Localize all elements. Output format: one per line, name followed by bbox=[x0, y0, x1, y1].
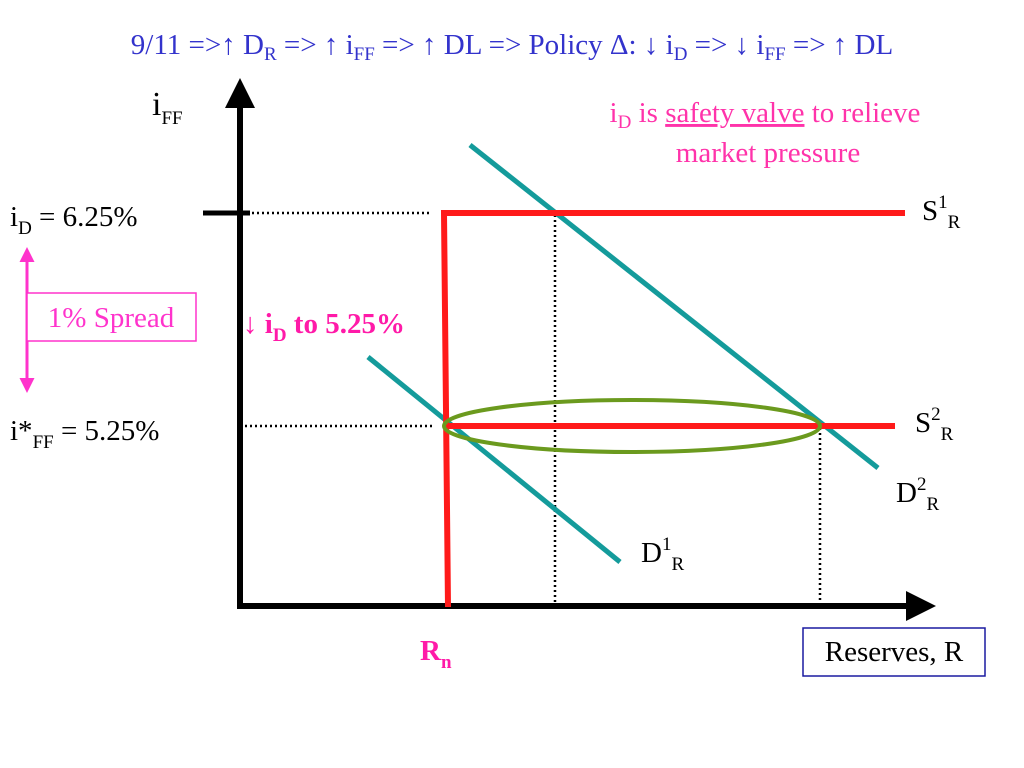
text-part: D bbox=[896, 477, 917, 509]
text-part: D bbox=[618, 112, 632, 133]
policy-label: ↓ iD to 5.25% bbox=[243, 308, 405, 346]
reserves-label: Rn bbox=[420, 635, 452, 673]
text-part: D bbox=[273, 325, 287, 346]
text-part: D bbox=[18, 218, 32, 239]
text-part: FF bbox=[354, 44, 375, 65]
text-part: n bbox=[441, 652, 452, 673]
target-rate-label: i*FF = 5.25% bbox=[10, 415, 159, 453]
text-part: FF bbox=[161, 108, 182, 129]
text-part: 9/11 => bbox=[131, 29, 221, 61]
text-part: FF bbox=[33, 432, 54, 453]
spread-box bbox=[26, 292, 197, 342]
text-part: => ↑ DL bbox=[786, 29, 894, 61]
curve-label: S2R bbox=[915, 404, 954, 445]
text-part: ↑ D bbox=[221, 29, 264, 61]
x-axis-label: Reserves, R bbox=[825, 636, 964, 668]
text-part: is bbox=[631, 97, 665, 129]
text-part: FF bbox=[764, 44, 785, 65]
text-part: i bbox=[10, 201, 18, 233]
discount-rate-label: iD = 6.25% bbox=[10, 201, 138, 239]
text-part: ↓ i bbox=[243, 308, 273, 340]
text-part: i bbox=[152, 86, 161, 123]
text-part: D bbox=[674, 44, 688, 65]
text-part: R bbox=[948, 212, 961, 233]
y-axis-label: iFF bbox=[152, 86, 183, 129]
text-part: to relieve bbox=[804, 97, 920, 129]
text-part: R bbox=[264, 44, 277, 65]
demand-curve-1 bbox=[366, 355, 622, 564]
text-part: R bbox=[941, 424, 954, 445]
text-part: => ↑ i bbox=[277, 29, 354, 61]
curve-label: D1R bbox=[641, 534, 684, 575]
text-part: 1 bbox=[662, 534, 672, 555]
text-part: R bbox=[671, 554, 684, 575]
text-part: 2 bbox=[917, 474, 927, 495]
curve-label: S1R bbox=[922, 192, 961, 233]
text-part: 2 bbox=[931, 404, 941, 425]
curve-label: D2R bbox=[896, 474, 939, 515]
text-part: S bbox=[922, 195, 938, 227]
text-part: R bbox=[420, 635, 442, 667]
text-part: => ↓ i bbox=[687, 29, 764, 61]
x-axis-label-box bbox=[802, 627, 986, 677]
text-part: R bbox=[926, 494, 939, 515]
annotation: iD is safety valve to relieve bbox=[610, 97, 921, 133]
text-part: = 6.25% bbox=[32, 201, 138, 233]
demand-curve-2 bbox=[468, 143, 880, 470]
spread-label: 1% Spread bbox=[48, 302, 175, 334]
text-part: to 5.25% bbox=[287, 308, 405, 340]
text-part: S bbox=[915, 407, 931, 439]
text-part: = 5.25% bbox=[54, 415, 160, 447]
text-part: 1 bbox=[938, 192, 948, 213]
text-part: D bbox=[641, 537, 662, 569]
annotation: market pressure bbox=[676, 137, 860, 169]
text-part: i* bbox=[10, 415, 33, 447]
supply-curve-1 bbox=[440, 210, 905, 608]
highlight-ellipse bbox=[442, 398, 822, 454]
text-part: safety valve bbox=[665, 97, 804, 129]
text-part: => ↑ DL => Policy Δ: ↓ i bbox=[375, 29, 674, 61]
text-part: i bbox=[610, 97, 618, 129]
title: 9/11 =>↑ DR => ↑ iFF => ↑ DL => Policy Δ… bbox=[131, 29, 893, 65]
